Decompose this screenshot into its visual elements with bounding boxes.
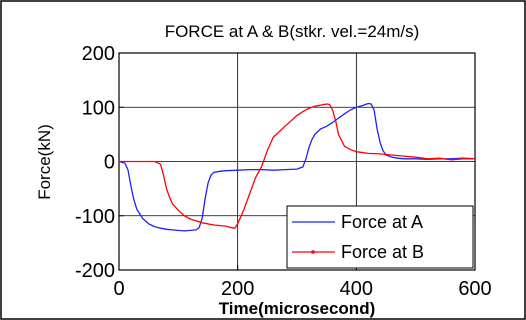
x-tick-label: 400 [340,278,373,300]
series-line-force-b [119,103,475,229]
legend: Force at A Force at B [286,205,474,269]
axis-ticks: 0 200 400 600 200 100 0 -100 -200 [75,43,492,300]
y-tick-label: 200 [82,43,115,65]
x-tick-label: 0 [113,278,124,300]
y-tick-label: 0 [104,152,115,174]
y-axis-label: Force(kN) [35,124,54,200]
data-series [118,102,476,232]
chart-title: FORCE at A & B(stkr. vel.=24m/s) [165,22,420,41]
x-axis-label: Time(microsecond) [219,299,376,318]
legend-label-force-a: Force at A [341,212,423,232]
y-tick-label: -100 [75,206,115,228]
y-tick-label: -200 [75,260,115,282]
legend-marker-force-b [311,250,315,254]
x-tick-label: 200 [221,278,254,300]
x-tick-label: 600 [458,278,491,300]
legend-box [286,205,474,269]
y-tick-label: 100 [82,97,115,119]
series-line-force-a [118,102,476,232]
legend-label-force-b: Force at B [341,242,424,262]
